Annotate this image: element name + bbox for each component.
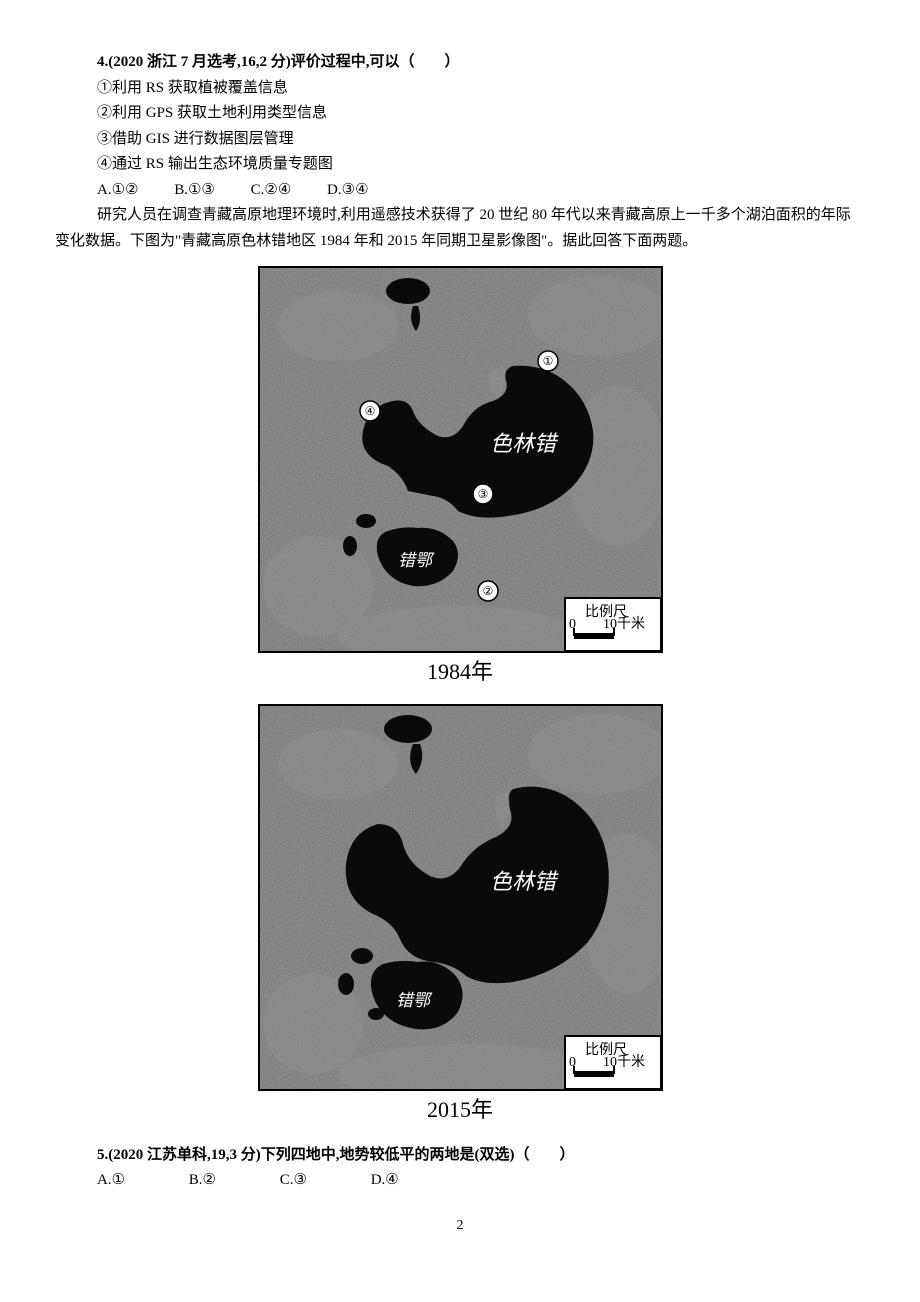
scale-unit-1984: 10千米 <box>603 616 645 632</box>
label-selincuo: 色林错 <box>490 431 559 456</box>
marker-4: ④ <box>364 404 375 418</box>
scale-unit-2015: 10千米 <box>603 1054 645 1070</box>
q5-opt-d[interactable]: D.④ <box>371 1172 399 1188</box>
figure-2015: 色林错 错鄂 比例尺 0 10千米 2015年 <box>55 704 865 1128</box>
satellite-image-2015: 色林错 错鄂 比例尺 0 10千米 <box>258 704 663 1091</box>
q4-opt-d[interactable]: D.③④ <box>327 182 368 198</box>
label-selincuo-2015: 色林错 <box>490 869 559 894</box>
figure-1984: 色林错 错鄂 ① ② ③ ④ 比例尺 0 10千米 1984年 <box>55 266 865 690</box>
passage-text: 研究人员在调查青藏高原地理环境时,利用遥感技术获得了 20 世纪 80 年代以来… <box>55 203 865 254</box>
marker-3: ③ <box>477 487 488 501</box>
q5-opt-c[interactable]: C.③ <box>280 1172 307 1188</box>
q4-opt-b[interactable]: B.①③ <box>174 182 215 198</box>
marker-1: ① <box>542 354 553 368</box>
scale-zero-1984: 0 <box>569 617 576 632</box>
q4-stmt-3: ③借助 GIS 进行数据图层管理 <box>55 127 865 153</box>
q5-heading: 5.(2020 江苏单科,19,3 分)下列四地中,地势较低平的两地是(双选)（… <box>55 1143 865 1169</box>
q4-opt-c[interactable]: C.②④ <box>251 182 292 198</box>
q5-opt-a[interactable]: A.① <box>97 1172 125 1188</box>
caption-1984: 1984年 <box>55 653 865 690</box>
q4-options: A.①② B.①③ C.②④ D.③④ <box>55 178 865 204</box>
q4-stmt-2: ②利用 GPS 获取土地利用类型信息 <box>55 101 865 127</box>
scale-zero-2015: 0 <box>569 1055 576 1070</box>
satellite-image-1984: 色林错 错鄂 ① ② ③ ④ 比例尺 0 10千米 <box>258 266 663 653</box>
q4-stmt-1: ①利用 RS 获取植被覆盖信息 <box>55 76 865 102</box>
q4-stmt-4: ④通过 RS 输出生态环境质量专题图 <box>55 152 865 178</box>
label-cuoe: 错鄂 <box>398 551 435 570</box>
q5-options: A.① B.② C.③ D.④ <box>55 1168 865 1194</box>
q4-heading: 4.(2020 浙江 7 月选考,16,2 分)评价过程中,可以（ ） <box>55 50 865 76</box>
q5-opt-b[interactable]: B.② <box>189 1172 216 1188</box>
q4-opt-a[interactable]: A.①② <box>97 182 138 198</box>
page-number: 2 <box>55 1214 865 1238</box>
caption-2015: 2015年 <box>55 1091 865 1128</box>
label-cuoe-2015: 错鄂 <box>396 991 433 1010</box>
marker-2: ② <box>482 584 493 598</box>
